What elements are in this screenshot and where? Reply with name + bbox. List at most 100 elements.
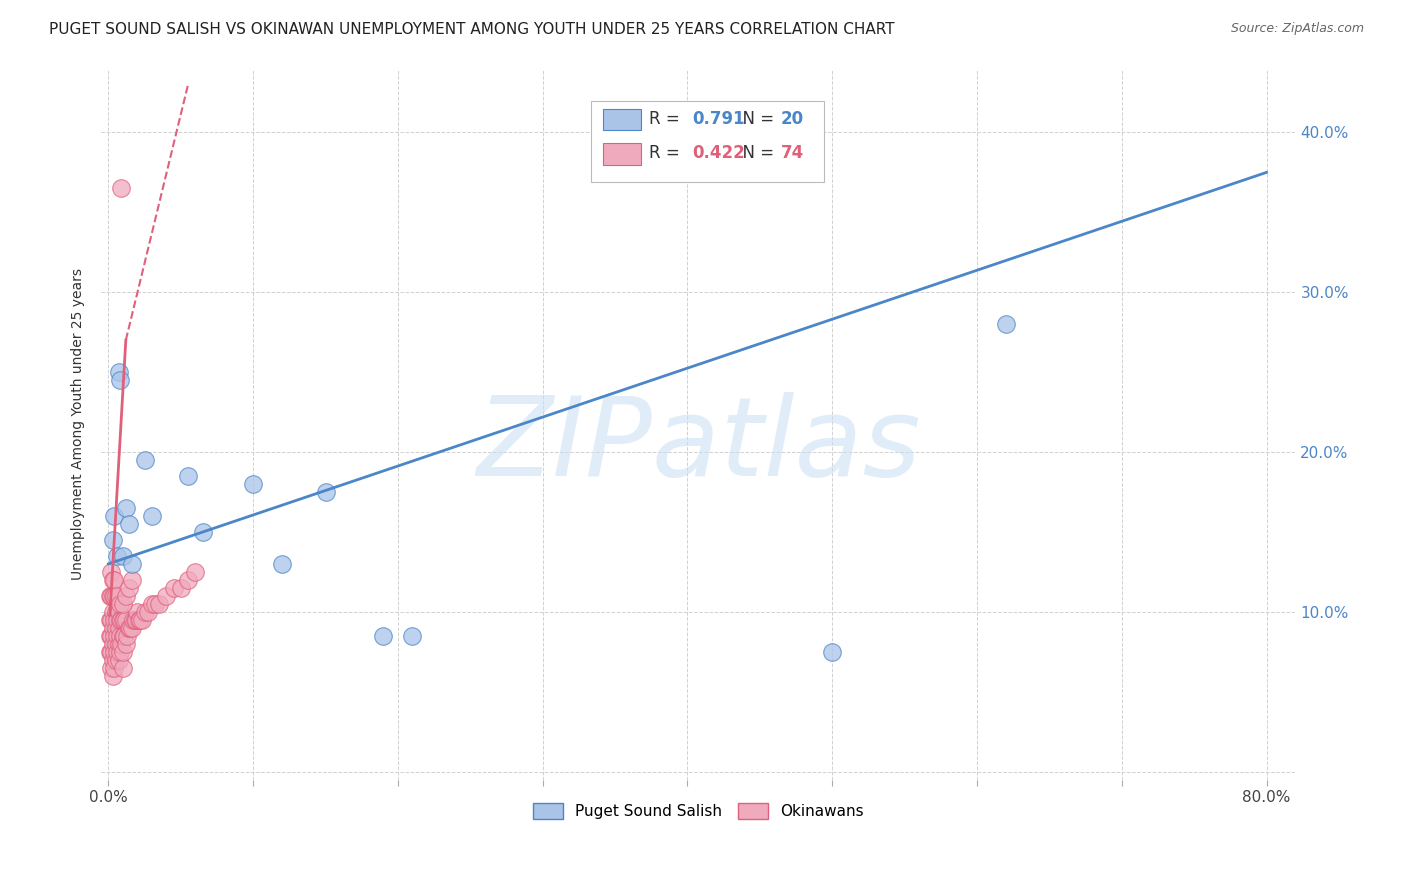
Point [107,653,129,667]
Text: 0.422: 0.422 [692,145,745,162]
Point [121,557,143,571]
Point [162,581,184,595]
Point [103,508,125,523]
Y-axis label: Unemployment Among Youth under 25 years: Unemployment Among Youth under 25 years [72,268,86,580]
Point [118,581,141,595]
Point [105,629,128,643]
Bar [603,144,641,164]
Point [98,629,121,643]
Point [127,605,149,619]
Point [134,453,156,467]
Point [108,373,131,387]
Point [98,645,121,659]
Point [101,605,124,619]
Point [103,629,125,643]
Point [98,613,121,627]
Point [100,661,122,675]
Point [103,613,125,627]
Point [107,621,129,635]
Point [101,621,124,635]
Point [104,653,127,667]
Point [105,645,128,659]
Point [111,613,134,627]
Point [121,573,143,587]
Point [177,469,200,483]
Point [103,661,125,675]
Point [108,597,131,611]
Point [114,500,136,515]
Point [112,613,135,627]
Point [112,629,135,643]
Point [101,533,124,547]
Point [108,629,131,643]
Point [122,613,145,627]
Text: N =: N = [731,145,779,162]
Point [129,613,152,627]
Point [120,621,142,635]
Point [118,516,141,531]
Point [101,589,124,603]
Text: R =: R = [650,110,685,128]
Point [114,637,136,651]
Text: Source: ZipAtlas.com: Source: ZipAtlas.com [1230,22,1364,36]
Point [111,629,134,643]
Point [105,613,128,627]
Point [117,629,139,643]
Point [373,629,395,643]
Point [104,589,127,603]
Point [110,181,132,195]
Point [108,645,131,659]
Point [107,637,129,651]
Point [111,661,134,675]
Point [118,621,141,635]
Text: PUGET SOUND SALISH VS OKINAWAN UNEMPLOYMENT AMONG YOUTH UNDER 25 YEARS CORRELATI: PUGET SOUND SALISH VS OKINAWAN UNEMPLOYM… [49,22,894,37]
Point [100,589,122,603]
Text: 0.791: 0.791 [692,110,745,128]
Point [104,637,127,651]
Point [184,565,207,579]
Point [101,637,124,651]
Point [107,365,129,379]
Point [108,613,131,627]
Point [148,597,170,611]
Point [114,613,136,627]
Point [191,524,214,539]
Point [821,645,844,659]
Point [315,485,337,500]
Point [103,589,125,603]
Point [107,605,129,619]
Point [111,597,134,611]
Point [155,589,177,603]
Text: R =: R = [650,145,685,162]
Point [131,613,153,627]
Point [103,573,125,587]
Point [143,597,166,611]
Point [104,605,127,619]
Point [100,613,122,627]
Point [242,477,264,491]
Point [100,645,122,659]
Point [141,597,163,611]
Point [128,613,150,627]
Point [98,589,121,603]
Point [100,565,122,579]
Point [111,645,134,659]
Text: 74: 74 [780,145,804,162]
Point [114,589,136,603]
Point [124,613,146,627]
Text: ZIPatlas: ZIPatlas [477,392,921,499]
Text: 20: 20 [780,110,804,128]
Point [170,581,193,595]
Text: N =: N = [731,110,779,128]
Point [100,629,122,643]
Point [271,557,294,571]
Point [141,508,163,523]
Point [111,549,134,563]
Bar [603,109,641,130]
Point [177,573,200,587]
Point [101,669,124,683]
Point [103,645,125,659]
Point [134,605,156,619]
Point [110,613,132,627]
Point [994,317,1017,331]
